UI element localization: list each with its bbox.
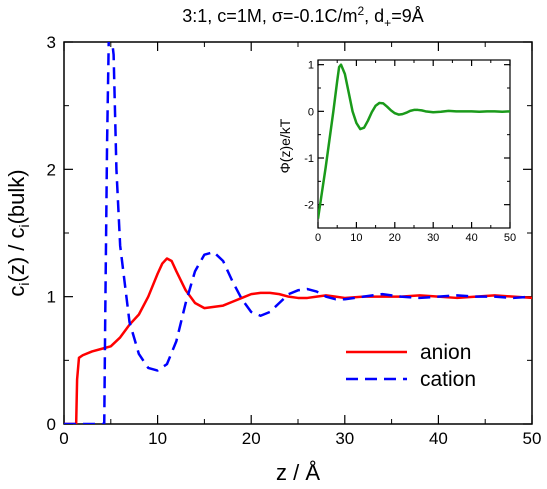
main-series-anion xyxy=(64,257,532,424)
inset-y-tick-label: -1 xyxy=(304,153,314,165)
main-y-tick-label: 1 xyxy=(47,288,56,307)
inset-x-tick-label: 0 xyxy=(315,232,321,244)
inset-y-tick-label: 0 xyxy=(308,106,314,118)
main-series-group xyxy=(64,42,532,424)
inset-plot-frame xyxy=(317,59,511,229)
inset-x-tick-label: 40 xyxy=(465,232,477,244)
inset-axis-ticks: 0 10 20 30 40 50 -2 -1 0 1 xyxy=(304,60,516,244)
legend-label-cation: cation xyxy=(420,368,476,391)
y-axis-label: ci(z) / ci(bulk) xyxy=(4,169,32,296)
inset-x-tick-label: 20 xyxy=(389,232,401,244)
main-y-tick-label: 3 xyxy=(47,33,56,52)
main-x-tick-label: 20 xyxy=(242,429,261,448)
main-y-tick-label: 0 xyxy=(47,415,56,434)
main-x-tick-label: 50 xyxy=(523,429,542,448)
legend: anion cation xyxy=(346,341,476,391)
inset-y-tick-label: 1 xyxy=(308,60,314,72)
inset-series-group xyxy=(318,63,510,219)
main-x-tick-label: 40 xyxy=(429,429,448,448)
x-axis-label: z / Å xyxy=(276,460,320,485)
main-x-tick-label: 10 xyxy=(148,429,167,448)
inset-x-tick-label: 10 xyxy=(350,232,362,244)
inset-y-tick-label: -2 xyxy=(304,200,314,212)
inset-series-line-0 xyxy=(318,63,510,219)
main-x-tick-label: 30 xyxy=(335,429,354,448)
main-series-cation xyxy=(64,42,532,424)
legend-label-anion: anion xyxy=(420,341,471,364)
inset-x-tick-label: 30 xyxy=(427,232,439,244)
inset-y-axis-label: Φ(z)e/kT xyxy=(277,118,293,173)
inset-x-tick-label: 50 xyxy=(504,232,516,244)
chart-title: 3:1, c=1M, σ=-0.1C/m2, d+=9Å xyxy=(182,4,423,30)
main-y-tick-label: 2 xyxy=(47,160,56,179)
main-x-tick-label: 0 xyxy=(59,429,68,448)
